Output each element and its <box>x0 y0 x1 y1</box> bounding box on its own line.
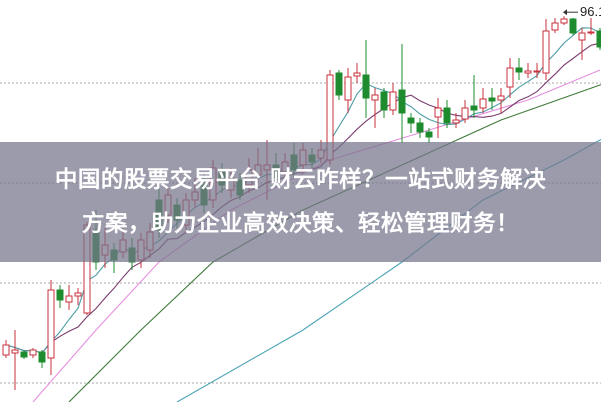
candle-down <box>470 105 478 111</box>
high-marker-arrowhead <box>563 9 567 16</box>
candle-down <box>380 91 388 111</box>
high-marker-label: 96.18 <box>580 4 601 19</box>
candle-up <box>497 95 505 101</box>
candle-up <box>65 295 73 303</box>
candle-up <box>542 30 550 74</box>
candle-up <box>353 72 361 77</box>
candle-up <box>47 289 55 359</box>
candle-down <box>20 351 28 358</box>
candle-up <box>2 344 10 356</box>
candle-up <box>524 70 532 74</box>
candle-up <box>461 107 469 120</box>
candle-up <box>11 349 19 354</box>
candle-up <box>29 349 37 356</box>
candle-down <box>56 289 64 301</box>
candle-down <box>38 351 46 363</box>
candle-up <box>506 67 514 88</box>
candle-up <box>533 70 541 73</box>
candle-down <box>488 97 496 102</box>
candle-down <box>425 131 433 138</box>
candle-up <box>74 292 82 297</box>
candle-up <box>344 76 352 101</box>
title-banner: 中国的股票交易平台 财云咋样？一站式财务解决 方案，助力企业高效决策、轻松管理财… <box>0 142 601 262</box>
candle-down <box>515 67 523 73</box>
candle-down <box>596 30 601 48</box>
candle-down <box>398 89 406 114</box>
candle-up <box>452 119 460 124</box>
candle-up <box>560 18 568 24</box>
candle-up <box>434 107 442 118</box>
candle-up <box>578 32 586 41</box>
candle-up <box>587 31 595 34</box>
candle-down <box>416 122 424 133</box>
candle-down <box>362 74 370 99</box>
banner-line-1: 中国的股票交易平台 财云咋样？一站式财务解决 <box>54 167 547 193</box>
candle-down <box>443 107 451 124</box>
candle-up <box>389 91 397 111</box>
banner-line-2: 方案，助力企业高效决策、轻松管理财务！ <box>81 211 519 237</box>
candle-down <box>407 117 415 124</box>
candle-down <box>335 72 343 96</box>
candle-down <box>569 18 577 34</box>
candle-up <box>479 98 487 109</box>
candle-up <box>551 22 559 31</box>
candle-up <box>371 94 379 101</box>
